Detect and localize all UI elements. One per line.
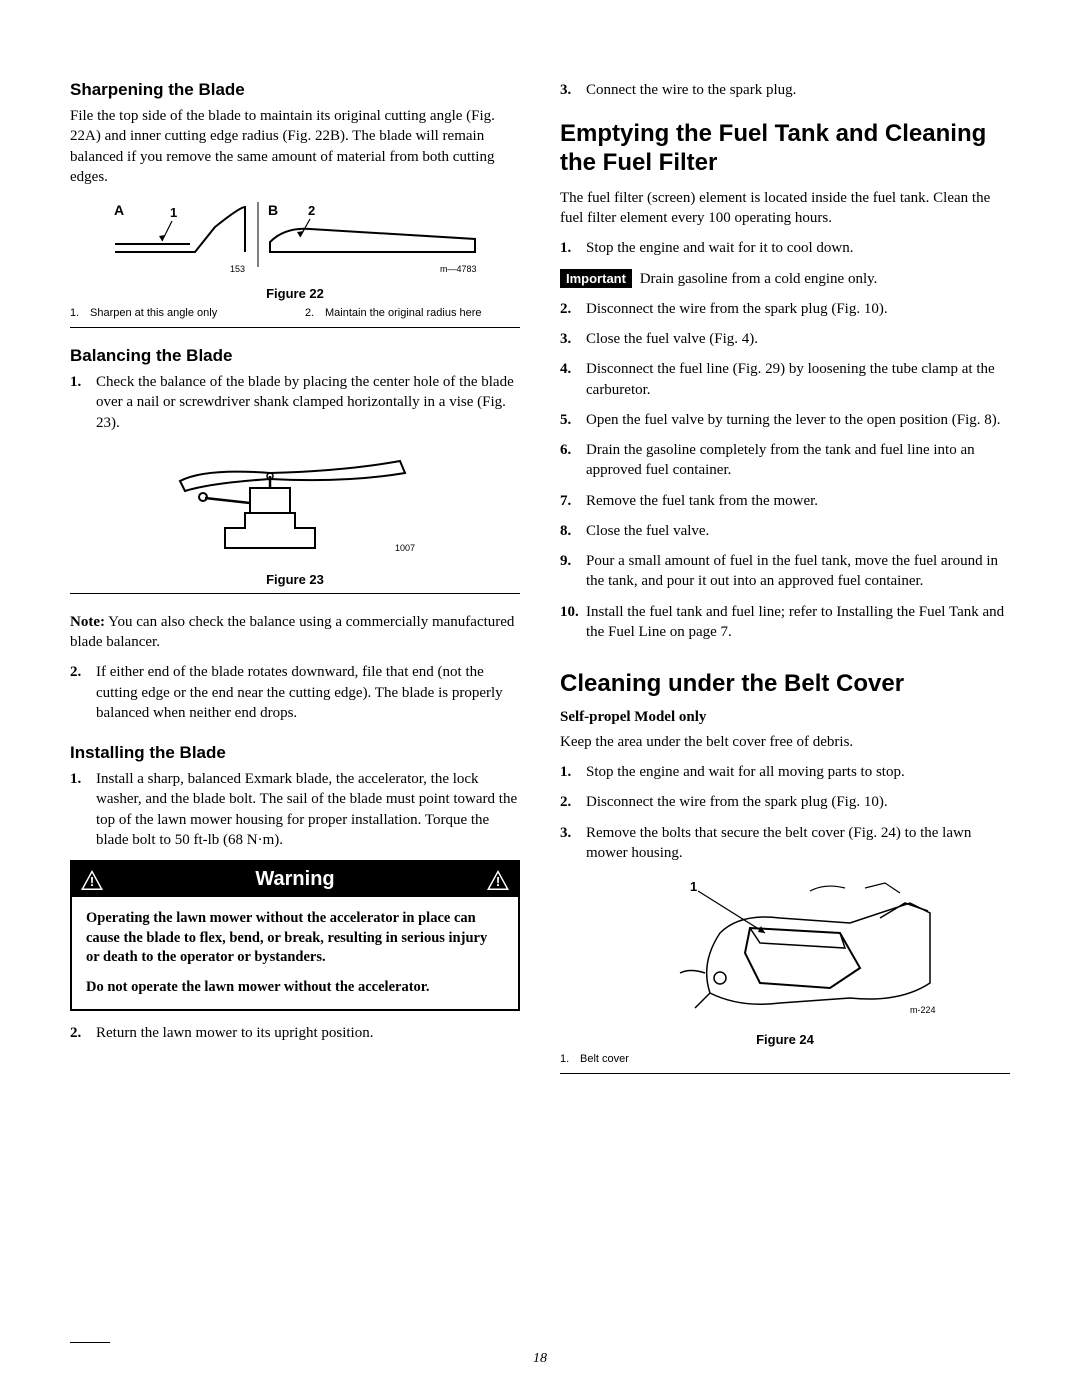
fuel-step-4: Disconnect the fuel line (Fig. 29) by lo…	[560, 359, 1010, 400]
belt-intro: Keep the area under the belt cover free …	[560, 732, 1010, 752]
installing-steps-2: Return the lawn mower to its upright pos…	[70, 1023, 520, 1043]
installing-step-1: Install a sharp, balanced Exmark blade, …	[70, 769, 520, 850]
balancing-steps-1: Check the balance of the blade by placin…	[70, 372, 520, 433]
svg-text:!: !	[90, 874, 94, 889]
fig24-code: m-224	[910, 1005, 936, 1015]
important-text: Drain gasoline from a cold engine only.	[636, 271, 877, 287]
left-column: Sharpening the Blade File the top side o…	[70, 80, 520, 1092]
figure-22: A 1 B 2 153 m—4783	[70, 197, 520, 282]
fuel-step-8: Close the fuel valve.	[560, 521, 1010, 541]
fig23-code: 1007	[395, 543, 415, 553]
belt-step-2: Disconnect the wire from the spark plug …	[560, 792, 1010, 812]
fuel-step-10: Install the fuel tank and fuel line; ref…	[560, 602, 1010, 643]
note-label: Note:	[70, 614, 105, 630]
balancing-step-1: Check the balance of the blade by placin…	[70, 372, 520, 433]
fig22-legend2-num: 2.	[305, 307, 319, 319]
belt-step-1: Stop the engine and wait for all moving …	[560, 762, 1010, 782]
figure-24-caption: Figure 24	[560, 1032, 1010, 1047]
installing-step-2: Return the lawn mower to its upright pos…	[70, 1023, 520, 1043]
footer-rule	[70, 1342, 110, 1343]
fig22-legend2-text: Maintain the original radius here	[325, 307, 482, 319]
divider	[70, 327, 520, 328]
fig24-legend1-num: 1.	[560, 1053, 574, 1065]
prev-step-3: Connect the wire to the spark plug.	[560, 80, 1010, 100]
figure-23-caption: Figure 23	[70, 572, 520, 587]
fig22-num2: 2	[308, 203, 315, 218]
fuel-step-1: Stop the engine and wait for it to cool …	[560, 238, 1010, 258]
figure-24-legend: 1. Belt cover	[560, 1053, 1010, 1065]
balancing-step-2: If either end of the blade rotates downw…	[70, 662, 520, 723]
svg-text:!: !	[496, 874, 500, 889]
belt-steps: Stop the engine and wait for all moving …	[560, 762, 1010, 863]
warning-title: Warning	[255, 868, 334, 891]
divider-3	[560, 1073, 1010, 1074]
fuel-important: Important Drain gasoline from a cold eng…	[560, 269, 1010, 289]
fuel-steps-1: Stop the engine and wait for it to cool …	[560, 238, 1010, 258]
figure-23: 1007	[70, 443, 520, 568]
divider-2	[70, 593, 520, 594]
fig22-label-b: B	[268, 202, 278, 218]
warning-para-1: Operating the lawn mower without the acc…	[86, 909, 504, 968]
two-column-layout: Sharpening the Blade File the top side o…	[70, 80, 1010, 1092]
heading-sharpening: Sharpening the Blade	[70, 80, 520, 100]
belt-subtitle: Self-propel Model only	[560, 709, 1010, 726]
fig22-num1: 1	[170, 205, 177, 220]
fig24-legend1-text: Belt cover	[580, 1053, 629, 1065]
heading-installing: Installing the Blade	[70, 743, 520, 763]
right-column: Connect the wire to the spark plug. Empt…	[560, 80, 1010, 1092]
warning-icon: !	[486, 869, 510, 891]
figure-23-svg: 1007	[165, 443, 425, 563]
heading-balancing: Balancing the Blade	[70, 346, 520, 366]
fuel-step-5: Open the fuel valve by turning the lever…	[560, 410, 1010, 430]
fig22-legend1-text: Sharpen at this angle only	[90, 307, 217, 319]
warning-box: ! Warning ! Operating the lawn mower wit…	[70, 860, 520, 1011]
fig24-num1: 1	[690, 879, 697, 894]
note-text: You can also check the balance using a c…	[70, 614, 514, 650]
fig22-label-a: A	[114, 202, 124, 218]
warning-icon: !	[80, 869, 104, 891]
prev-steps-cont: Connect the wire to the spark plug.	[560, 80, 1010, 100]
fuel-steps-2: Disconnect the wire from the spark plug …	[560, 299, 1010, 642]
fuel-step-7: Remove the fuel tank from the mower.	[560, 491, 1010, 511]
balancing-note: Note: You can also check the balance usi…	[70, 612, 520, 653]
balancing-steps-2: If either end of the blade rotates downw…	[70, 662, 520, 723]
fig22-code-left: 153	[230, 264, 245, 274]
figure-22-legend: 1. Sharpen at this angle only 2. Maintai…	[70, 307, 520, 319]
fuel-intro: The fuel filter (screen) element is loca…	[560, 188, 1010, 229]
fig22-code-right: m—4783	[440, 264, 477, 274]
figure-22-svg: A 1 B 2 153 m—4783	[110, 197, 480, 277]
fig22-legend1-num: 1.	[70, 307, 84, 319]
figure-24: 1 m-224	[560, 873, 1010, 1028]
fuel-step-3: Close the fuel valve (Fig. 4).	[560, 329, 1010, 349]
figure-24-svg: 1 m-224	[650, 873, 950, 1023]
installing-steps-1: Install a sharp, balanced Exmark blade, …	[70, 769, 520, 850]
heading-belt: Cleaning under the Belt Cover	[560, 670, 1010, 699]
belt-step-3: Remove the bolts that secure the belt co…	[560, 823, 1010, 864]
page-number: 18	[0, 1351, 1080, 1367]
warning-body: Operating the lawn mower without the acc…	[72, 897, 518, 1009]
text-sharpening-body: File the top side of the blade to mainta…	[70, 106, 520, 187]
important-badge: Important	[560, 269, 632, 288]
fuel-step-2: Disconnect the wire from the spark plug …	[560, 299, 1010, 319]
fuel-step-6: Drain the gasoline completely from the t…	[560, 440, 1010, 481]
warning-para-2: Do not operate the lawn mower without th…	[86, 978, 504, 998]
fuel-step-9: Pour a small amount of fuel in the fuel …	[560, 551, 1010, 592]
figure-22-caption: Figure 22	[70, 286, 520, 301]
warning-header: ! Warning !	[72, 862, 518, 897]
heading-fuel: Emptying the Fuel Tank and Cleaning the …	[560, 120, 1010, 178]
